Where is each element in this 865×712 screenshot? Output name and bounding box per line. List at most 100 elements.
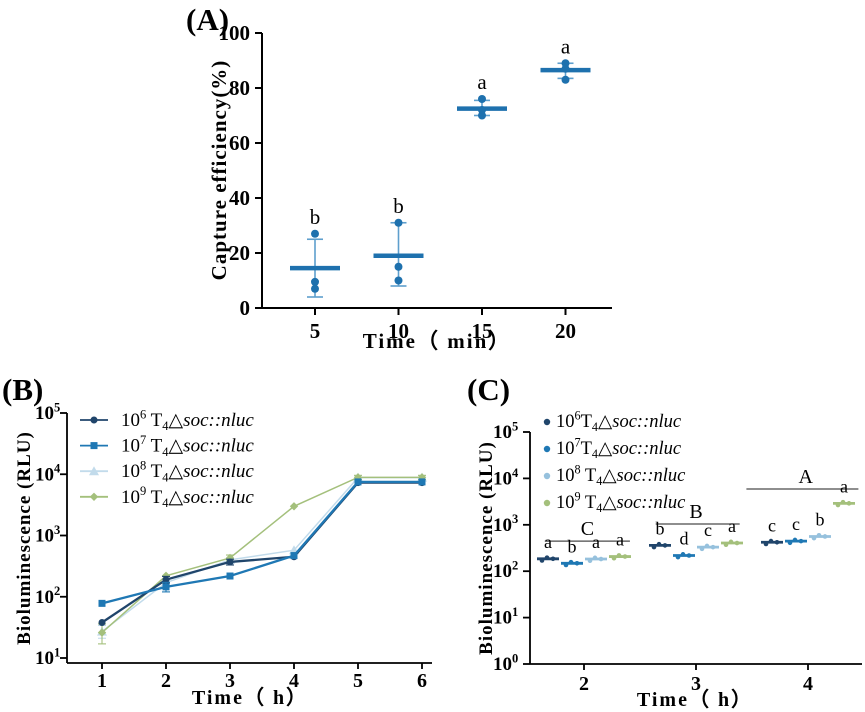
data-group: a xyxy=(540,34,591,84)
group-label: C xyxy=(581,518,594,540)
data-point xyxy=(568,559,574,565)
x-tick-label: 4 xyxy=(289,670,299,692)
y-axis-label: Capture efficiency(%) xyxy=(207,60,231,281)
y-tick-label: 60 xyxy=(229,131,250,155)
x-tick-label: 5 xyxy=(310,319,321,343)
sig-label: a xyxy=(616,530,624,550)
data-point xyxy=(311,229,319,238)
data-point xyxy=(792,537,798,543)
data-point xyxy=(699,546,705,552)
legend-entry: 108 T4△soc::nluc xyxy=(80,459,254,484)
data-point xyxy=(394,276,403,285)
x-tick-label: 2 xyxy=(579,673,589,695)
series-line xyxy=(101,476,422,634)
legend-label: 107T4△soc::nluc xyxy=(556,436,682,461)
y-tick-label: 102 xyxy=(35,584,60,608)
sig-label: d xyxy=(680,528,689,548)
panel-a-plot: 0 20 40 60 80 100 5 10 15 20 Time（ min） Capture eff… xyxy=(207,21,612,353)
data-cluster: d xyxy=(673,528,695,560)
legend-marker xyxy=(543,472,551,480)
data-point xyxy=(561,59,570,68)
data-point xyxy=(811,535,817,541)
data-point xyxy=(768,538,774,544)
y-tick-label: 102 xyxy=(493,559,518,583)
data-point xyxy=(686,553,692,558)
sig-label: b xyxy=(568,536,577,556)
legend-entry: 109 T4△soc::nluc xyxy=(543,490,686,515)
sig-label: b xyxy=(656,518,665,538)
x-tick-label: 3 xyxy=(225,670,235,692)
data-cluster: c xyxy=(697,520,719,552)
sig-label: a xyxy=(728,516,736,536)
x-tick-label: 1 xyxy=(97,670,107,692)
x-axis-label: Time（ min） xyxy=(363,329,512,353)
data-point xyxy=(822,534,828,539)
y-tick-label: 40 xyxy=(229,186,250,210)
y-tick-label: 101 xyxy=(493,605,518,629)
legend-entry: 106 T4△soc::nluc xyxy=(80,407,254,433)
sig-label: a xyxy=(561,34,571,58)
sig-label: a xyxy=(477,70,487,94)
group-label: A xyxy=(799,466,814,488)
legend-marker xyxy=(543,445,551,453)
data-point xyxy=(290,552,298,560)
y-tick-label: 105 xyxy=(35,400,60,424)
data-point xyxy=(798,538,804,544)
data-point xyxy=(311,277,319,286)
data-point xyxy=(611,555,617,561)
y-tick-label: 104 xyxy=(493,466,519,490)
legend-label: 108 T4△soc::nluc xyxy=(556,463,686,488)
y-tick-label: 103 xyxy=(35,523,60,547)
y-tick-label: 100 xyxy=(219,21,251,45)
panel-c-label: (C) xyxy=(467,372,511,407)
sig-label: c xyxy=(768,515,776,535)
legend-marker xyxy=(89,492,99,501)
legend-entry: 109 T4△soc::nluc xyxy=(80,484,254,510)
data-point xyxy=(97,628,107,637)
x-tick-label: 3 xyxy=(691,673,701,695)
data-point xyxy=(616,553,622,558)
data-cluster: c xyxy=(785,514,807,546)
legend-entry: 108 T4△soc::nluc xyxy=(543,463,686,488)
data-point xyxy=(710,544,716,550)
x-tick-label: 6 xyxy=(417,670,427,692)
data-point xyxy=(574,560,580,566)
legend-marker xyxy=(543,418,551,426)
data-cluster: b xyxy=(561,536,583,568)
legend-marker xyxy=(90,442,98,450)
data-cluster: a xyxy=(833,476,855,508)
data-point xyxy=(98,618,106,626)
y-tick-label: 80 xyxy=(229,76,250,100)
data-cluster: a xyxy=(609,530,631,561)
data-point xyxy=(763,541,769,547)
panel-a-label: (A) xyxy=(186,2,230,37)
data-point xyxy=(226,572,234,580)
sig-label: a xyxy=(840,476,848,496)
legend-entry: 106T4△soc::nluc xyxy=(543,409,682,434)
x-axis-label: Time（ h） xyxy=(637,688,753,711)
y-tick-label: 0 xyxy=(240,296,251,320)
data-point xyxy=(680,552,686,557)
data-point xyxy=(816,533,822,538)
data-cluster: a xyxy=(537,532,559,563)
data-point xyxy=(598,556,604,562)
sig-label: a xyxy=(544,532,552,552)
y-tick-label: 105 xyxy=(493,419,518,443)
sig-label: a xyxy=(592,532,600,552)
x-tick-label: 15 xyxy=(472,319,493,343)
data-cluster: a xyxy=(585,532,607,564)
data-point xyxy=(478,111,486,120)
y-tick-label: 103 xyxy=(493,512,518,536)
x-tick-label: 4 xyxy=(803,673,813,695)
data-point xyxy=(675,554,681,560)
data-point xyxy=(846,501,852,506)
data-point xyxy=(394,218,403,227)
data-cluster: c xyxy=(761,515,783,547)
y-tick-label: 20 xyxy=(229,241,250,265)
data-cluster: b xyxy=(649,518,671,550)
x-tick-label: 20 xyxy=(555,319,576,343)
y-tick-label: 100 xyxy=(493,651,518,675)
data-point xyxy=(478,95,486,103)
